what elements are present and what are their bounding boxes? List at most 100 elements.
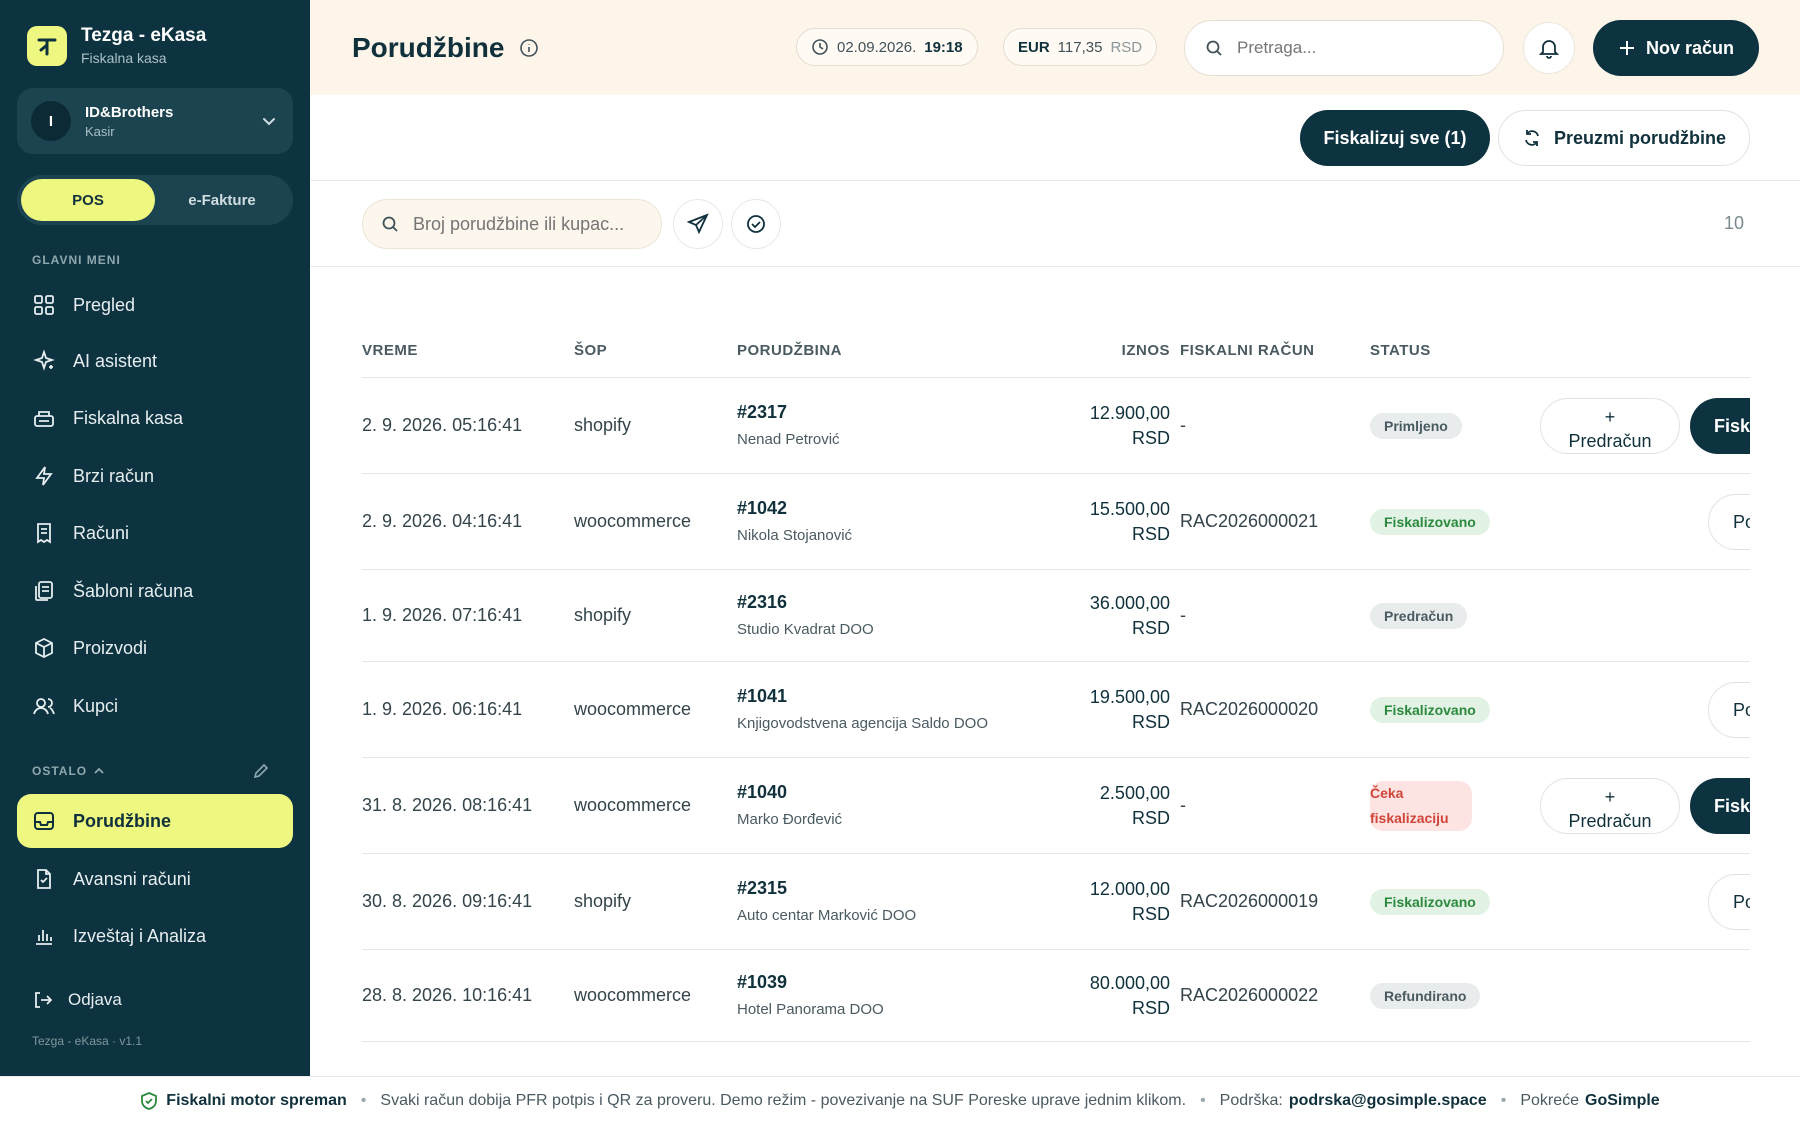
order-number-link[interactable]: #2315 xyxy=(737,878,788,898)
other-menu-label: OSTALO xyxy=(32,764,88,778)
support-email-link[interactable]: podrska@gosimple.space xyxy=(1288,1092,1487,1109)
plus-icon xyxy=(1619,41,1634,55)
logout-button[interactable]: Odjava xyxy=(32,990,122,1010)
column-header[interactable]: STATUS xyxy=(1370,342,1431,359)
separator: • xyxy=(360,1092,367,1109)
table-row[interactable]: 1. 9. 2026. 07:16:41 shopify #2316 Studio… xyxy=(362,570,1750,662)
account-role: Kasir xyxy=(85,123,115,139)
cell-time: 1. 9. 2026. 06:16:41 xyxy=(362,699,523,719)
order-number-link[interactable]: #1040 xyxy=(737,782,788,802)
cell-shop: woocommerce xyxy=(574,699,692,719)
cell-fiscal-receipt: - xyxy=(1180,605,1186,625)
table-row[interactable]: 2. 9. 2026. 04:16:41 woocommerce #1042 Ni… xyxy=(362,474,1750,570)
fiscalize-button[interactable]: Fiska xyxy=(1690,778,1750,834)
order-search-input[interactable] xyxy=(413,213,643,235)
sidebar-item-racuni[interactable]: Računi xyxy=(17,506,293,560)
top-bar: Porudžbine 02.09.2026. 19:18 EUR 117,35 … xyxy=(310,0,1800,95)
table-row[interactable]: 30. 8. 2026. 09:16:41 shopify #2315 Auto … xyxy=(362,854,1750,950)
order-number-link[interactable]: #1039 xyxy=(737,972,788,992)
search-input[interactable] xyxy=(1237,38,1467,58)
sidebar-item-label: Računi xyxy=(73,522,130,543)
tab-efakture[interactable]: e-Fakture xyxy=(188,191,256,209)
cell-shop: woocommerce xyxy=(574,795,692,815)
sidebar-item-izvestaj[interactable]: Izveštaj i Analiza xyxy=(17,909,293,963)
actions-bar: Fiskalizuj sve (1) Preuzmi porudžbine xyxy=(310,95,1800,181)
order-number-link[interactable]: #1041 xyxy=(737,686,788,706)
page-title-text: Porudžbine xyxy=(352,32,505,63)
mode-toggle: POS e-Fakture xyxy=(17,175,293,225)
amount-value: 2.500,00 xyxy=(1099,783,1170,803)
cell-amount: 15.500,00 RSD xyxy=(1022,497,1170,547)
sidebar-item-ai-asistent[interactable]: AI asistent xyxy=(17,334,293,388)
cell-fiscal-receipt: RAC2026000020 xyxy=(1180,699,1319,719)
orders-table: VREME ŠOP PORUDŽBINA IZNOS FISKALNI RAČU… xyxy=(362,330,1750,1076)
row-action-button[interactable]: Po xyxy=(1708,682,1750,738)
templates-icon xyxy=(33,580,55,602)
fiscalize-all-button[interactable]: Fiskalizuj sve (1) xyxy=(1300,110,1490,166)
cell-order: #1039 Hotel Panorama DOO xyxy=(737,972,884,1018)
sidebar-item-porudzbine[interactable]: Porudžbine xyxy=(17,794,293,848)
search-field[interactable] xyxy=(1184,20,1504,76)
order-search-field[interactable] xyxy=(362,199,662,249)
proforma-button[interactable]: + Predračun xyxy=(1540,398,1680,454)
avatar: I xyxy=(31,101,71,141)
page-title: Porudžbine xyxy=(352,32,540,64)
amount-value: 15.500,00 xyxy=(1089,499,1170,519)
sidebar-item-fiskalna-kasa[interactable]: Fiskalna kasa xyxy=(17,391,293,445)
column-header[interactable]: VREME xyxy=(362,342,418,359)
cell-amount: 12.000,00 RSD xyxy=(1022,877,1170,927)
row-action-button[interactable]: Po xyxy=(1708,494,1750,550)
account-switcher[interactable]: I ID&Brothers Kasir xyxy=(17,88,293,154)
rate-value: 117,35 xyxy=(1057,38,1103,56)
powered-by-link[interactable]: GoSimple xyxy=(1585,1092,1660,1109)
table-row[interactable]: 31. 8. 2026. 08:16:41 woocommerce #1040 M… xyxy=(362,758,1750,854)
amount-currency: RSD xyxy=(1131,712,1170,732)
tab-pos[interactable]: POS xyxy=(21,179,155,221)
amount-value: 80.000,00 xyxy=(1089,973,1170,993)
main-menu-label: GLAVNI MENI xyxy=(32,253,121,267)
sidebar-item-kupci[interactable]: Kupci xyxy=(17,679,293,733)
fiscalize-button[interactable]: Fiska xyxy=(1690,398,1750,454)
row-action-button[interactable]: Po xyxy=(1708,874,1750,930)
table-row[interactable]: 2. 9. 2026. 05:16:41 shopify #2317 Nenad … xyxy=(362,378,1750,474)
column-header[interactable]: PORUDŽBINA xyxy=(737,342,842,359)
other-section-toggle[interactable]: OSTALO xyxy=(32,764,105,778)
edit-icon[interactable] xyxy=(252,762,270,780)
column-header[interactable]: FISKALNI RAČUN xyxy=(1180,342,1315,359)
plus-icon: + xyxy=(1604,407,1616,427)
date-text: 02.09.2026. xyxy=(837,38,917,56)
cell-order: #2315 Auto centar Marković DOO xyxy=(737,878,916,924)
info-icon[interactable] xyxy=(518,37,540,59)
sidebar-item-label: Izveštaj i Analiza xyxy=(73,925,207,946)
cell-time: 1. 9. 2026. 07:16:41 xyxy=(362,605,523,625)
order-number-link[interactable]: #2316 xyxy=(737,592,788,612)
order-number-link[interactable]: #2317 xyxy=(737,402,788,422)
separator: • xyxy=(1200,1092,1206,1109)
filter-done-button[interactable] xyxy=(731,199,781,249)
new-invoice-button[interactable]: Nov račun xyxy=(1593,20,1759,76)
sidebar-item-brzi-racun[interactable]: Brzi račun xyxy=(17,449,293,503)
sidebar-item-sabloni[interactable]: Šabloni računa xyxy=(17,564,293,618)
cell-shop: shopify xyxy=(574,891,632,911)
column-header[interactable]: ŠOP xyxy=(574,342,608,359)
shield-check-icon xyxy=(141,1092,158,1110)
table-row[interactable]: 1. 9. 2026. 06:16:41 woocommerce #1041 Kn… xyxy=(362,662,1750,758)
cell-time: 2. 9. 2026. 05:16:41 xyxy=(362,415,523,435)
proforma-button[interactable]: + Predračun xyxy=(1540,778,1680,834)
sidebar-item-proizvodi[interactable]: Proizvodi xyxy=(17,621,293,675)
cell-shop: woocommerce xyxy=(574,511,692,531)
brand[interactable]: Tezga - eKasa Fiskalna kasa xyxy=(27,25,206,66)
order-number-link[interactable]: #1042 xyxy=(737,498,788,518)
status-badge: Fiskalizovano xyxy=(1370,509,1490,535)
send-icon xyxy=(687,213,709,235)
filter-sent-button[interactable] xyxy=(673,199,723,249)
notifications-button[interactable] xyxy=(1523,22,1575,74)
table-row[interactable]: 28. 8. 2026. 10:16:41 woocommerce #1039 H… xyxy=(362,950,1750,1042)
sidebar-item-pregled[interactable]: Pregled xyxy=(17,278,293,332)
sidebar-item-avansni-racuni[interactable]: Avansni računi xyxy=(17,852,293,906)
column-header[interactable]: IZNOS xyxy=(1121,342,1170,359)
clock-icon xyxy=(812,39,828,55)
fetch-orders-button[interactable]: Preuzmi porudžbine xyxy=(1498,110,1750,166)
filter-bar: 10 xyxy=(310,181,1800,267)
amount-currency: RSD xyxy=(1131,998,1170,1018)
